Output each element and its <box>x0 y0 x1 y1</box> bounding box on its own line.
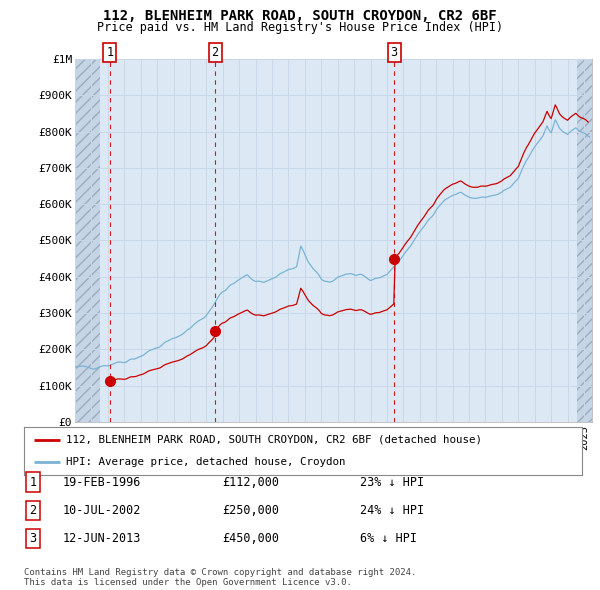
Text: 24% ↓ HPI: 24% ↓ HPI <box>360 504 424 517</box>
Text: 3: 3 <box>391 46 398 59</box>
Text: Price paid vs. HM Land Registry's House Price Index (HPI): Price paid vs. HM Land Registry's House … <box>97 21 503 34</box>
Text: 10-JUL-2002: 10-JUL-2002 <box>63 504 142 517</box>
Text: £450,000: £450,000 <box>222 532 279 545</box>
Text: 3: 3 <box>29 532 37 545</box>
Text: 23% ↓ HPI: 23% ↓ HPI <box>360 476 424 489</box>
Text: 112, BLENHEIM PARK ROAD, SOUTH CROYDON, CR2 6BF (detached house): 112, BLENHEIM PARK ROAD, SOUTH CROYDON, … <box>66 435 482 445</box>
Text: 19-FEB-1996: 19-FEB-1996 <box>63 476 142 489</box>
Bar <box>577 59 594 422</box>
Text: 112, BLENHEIM PARK ROAD, SOUTH CROYDON, CR2 6BF: 112, BLENHEIM PARK ROAD, SOUTH CROYDON, … <box>103 9 497 23</box>
Text: 6% ↓ HPI: 6% ↓ HPI <box>360 532 417 545</box>
Bar <box>75 59 100 422</box>
Text: 2: 2 <box>211 46 218 59</box>
Text: HPI: Average price, detached house, Croydon: HPI: Average price, detached house, Croy… <box>66 457 346 467</box>
Text: 2: 2 <box>29 504 37 517</box>
Text: 12-JUN-2013: 12-JUN-2013 <box>63 532 142 545</box>
Text: 1: 1 <box>106 46 113 59</box>
Text: £250,000: £250,000 <box>222 504 279 517</box>
Text: Contains HM Land Registry data © Crown copyright and database right 2024.
This d: Contains HM Land Registry data © Crown c… <box>24 568 416 587</box>
Text: £112,000: £112,000 <box>222 476 279 489</box>
Text: 1: 1 <box>29 476 37 489</box>
